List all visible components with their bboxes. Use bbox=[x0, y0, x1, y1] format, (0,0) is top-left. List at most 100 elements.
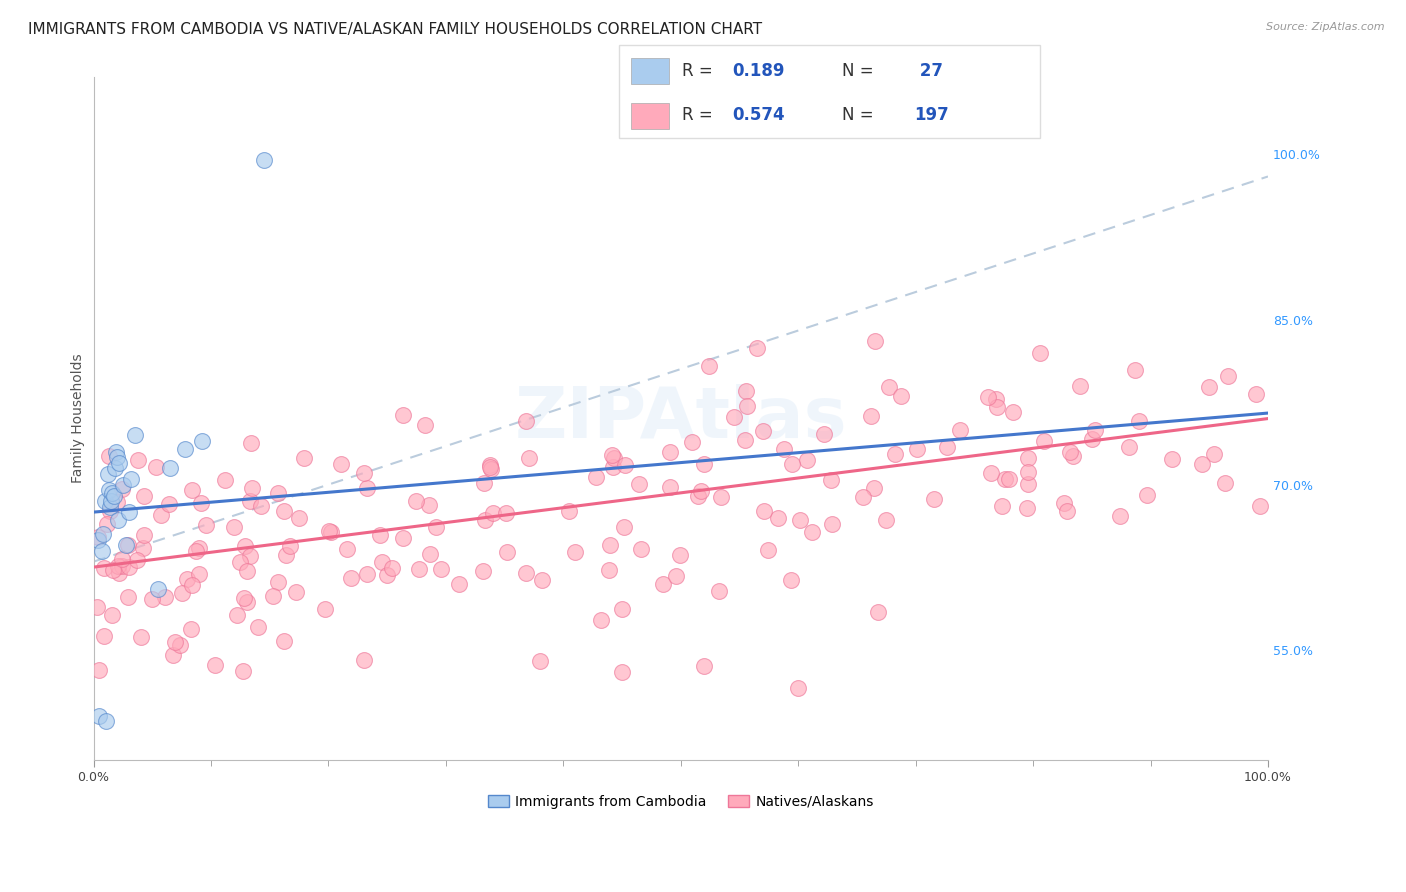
Point bbox=[1249, 499, 1271, 513]
Point bbox=[381, 561, 404, 575]
Point bbox=[195, 518, 218, 533]
Point bbox=[1123, 362, 1146, 376]
Point bbox=[98, 450, 121, 464]
Point bbox=[240, 435, 263, 450]
Point bbox=[681, 435, 703, 450]
Text: IMMIGRANTS FROM CAMBODIA VS NATIVE/ALASKAN FAMILY HOUSEHOLDS CORRELATION CHART: IMMIGRANTS FROM CAMBODIA VS NATIVE/ALASK… bbox=[28, 22, 762, 37]
Point bbox=[107, 513, 129, 527]
FancyBboxPatch shape bbox=[631, 103, 669, 129]
Point bbox=[104, 461, 127, 475]
Point bbox=[529, 654, 551, 668]
Point bbox=[734, 433, 756, 447]
Point bbox=[353, 466, 375, 480]
Point bbox=[226, 608, 249, 623]
Point bbox=[235, 594, 257, 608]
Point bbox=[250, 499, 273, 513]
FancyBboxPatch shape bbox=[619, 45, 1040, 138]
Point bbox=[471, 564, 494, 578]
Point bbox=[868, 605, 890, 619]
Point bbox=[318, 524, 340, 538]
Point bbox=[479, 458, 502, 472]
Point bbox=[292, 451, 315, 466]
Point bbox=[773, 442, 796, 457]
Point bbox=[659, 480, 682, 494]
Point bbox=[735, 384, 758, 399]
Point bbox=[184, 544, 207, 558]
Point bbox=[481, 507, 503, 521]
Point bbox=[890, 389, 912, 403]
Point bbox=[602, 459, 624, 474]
Point bbox=[779, 574, 801, 588]
Point bbox=[172, 586, 194, 600]
Point bbox=[98, 500, 121, 514]
Point bbox=[174, 442, 197, 457]
Point bbox=[180, 483, 202, 498]
Point bbox=[884, 446, 907, 460]
Point bbox=[124, 428, 146, 442]
Point bbox=[627, 476, 650, 491]
Point bbox=[984, 392, 1007, 406]
Point bbox=[146, 582, 169, 596]
Point bbox=[949, 423, 972, 437]
Point bbox=[652, 577, 675, 591]
Point bbox=[752, 424, 775, 438]
Point bbox=[150, 508, 173, 522]
Point bbox=[97, 483, 120, 497]
Point bbox=[153, 590, 176, 604]
Point bbox=[479, 460, 502, 475]
Point bbox=[375, 567, 398, 582]
Point bbox=[686, 489, 709, 503]
Point bbox=[246, 620, 269, 634]
Point bbox=[1001, 405, 1024, 419]
Point bbox=[408, 562, 430, 576]
Point bbox=[267, 486, 290, 500]
Point bbox=[737, 399, 759, 413]
Point bbox=[820, 473, 842, 487]
Point bbox=[336, 541, 359, 556]
Point bbox=[990, 500, 1012, 514]
Point bbox=[747, 341, 769, 355]
Point bbox=[875, 513, 897, 527]
Point bbox=[658, 445, 681, 459]
Point bbox=[690, 483, 713, 498]
Point bbox=[391, 409, 413, 423]
Point bbox=[89, 708, 111, 723]
Point bbox=[180, 622, 202, 636]
Point bbox=[697, 359, 720, 373]
Point bbox=[273, 504, 295, 518]
FancyBboxPatch shape bbox=[631, 58, 669, 84]
Point bbox=[169, 638, 191, 652]
Text: 27: 27 bbox=[914, 62, 943, 79]
Point bbox=[94, 494, 117, 508]
Point bbox=[936, 440, 959, 454]
Point bbox=[370, 528, 392, 542]
Point bbox=[127, 553, 149, 567]
Point bbox=[998, 472, 1021, 486]
Point bbox=[87, 663, 110, 677]
Point bbox=[233, 539, 256, 553]
Point bbox=[190, 434, 212, 448]
Point bbox=[602, 448, 624, 462]
Point bbox=[613, 520, 636, 534]
Point bbox=[472, 475, 495, 490]
Point bbox=[233, 591, 256, 606]
Text: ZIPAtlas: ZIPAtlas bbox=[515, 384, 846, 453]
Point bbox=[141, 591, 163, 606]
Point bbox=[103, 564, 125, 578]
Point bbox=[131, 630, 153, 644]
Point bbox=[474, 513, 496, 527]
Text: 197: 197 bbox=[914, 106, 949, 124]
Point bbox=[413, 418, 436, 433]
Point bbox=[117, 559, 139, 574]
Point bbox=[285, 584, 308, 599]
Point bbox=[340, 571, 363, 585]
Point bbox=[115, 538, 138, 552]
Point bbox=[980, 466, 1002, 480]
Point bbox=[418, 499, 440, 513]
Point bbox=[104, 444, 127, 458]
Point bbox=[1118, 441, 1140, 455]
Point bbox=[356, 566, 378, 581]
Point bbox=[1160, 452, 1182, 467]
Point bbox=[103, 489, 125, 503]
Point bbox=[240, 481, 263, 495]
